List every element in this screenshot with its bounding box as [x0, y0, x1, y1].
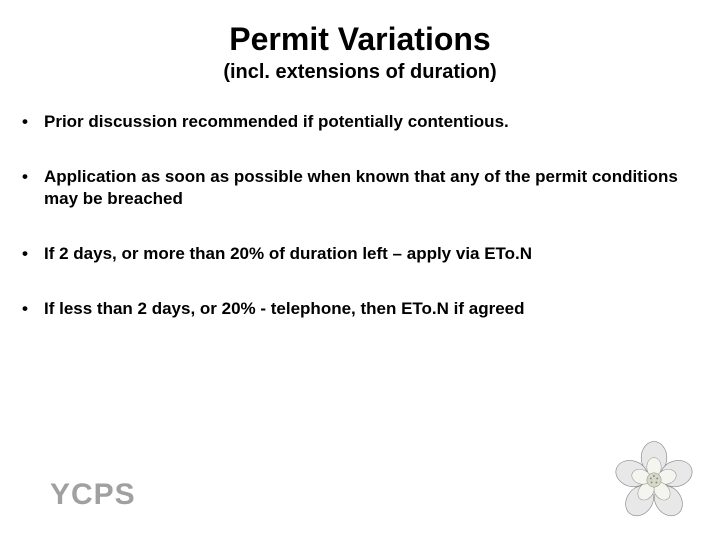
title-block: Permit Variations (incl. extensions of d…	[0, 0, 720, 83]
footer-logo-text: YCPS	[50, 478, 136, 512]
yorkshire-rose-icon	[614, 440, 694, 520]
bullet-item: If 2 days, or more than 20% of duration …	[0, 243, 720, 264]
slide-subtitle: (incl. extensions of duration)	[0, 61, 720, 83]
bullet-item: Application as soon as possible when kno…	[0, 166, 720, 209]
slide-title: Permit Variations	[0, 22, 720, 57]
slide: Permit Variations (incl. extensions of d…	[0, 0, 720, 540]
bullet-list: Prior discussion recommended if potentia…	[0, 111, 720, 319]
bullet-item: If less than 2 days, or 20% - telephone,…	[0, 298, 720, 319]
bullet-item: Prior discussion recommended if potentia…	[0, 111, 720, 132]
